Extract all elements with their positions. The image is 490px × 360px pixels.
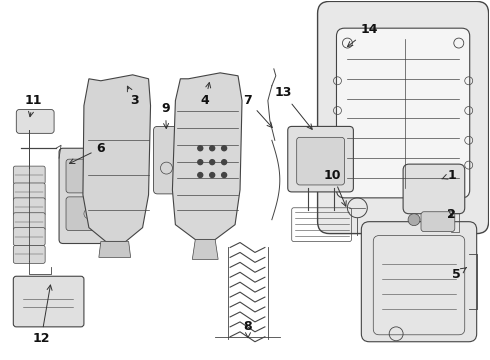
Polygon shape: [99, 242, 131, 257]
FancyBboxPatch shape: [66, 159, 112, 193]
Circle shape: [210, 159, 215, 165]
FancyBboxPatch shape: [337, 28, 470, 198]
FancyBboxPatch shape: [13, 228, 45, 246]
Circle shape: [198, 172, 203, 177]
FancyBboxPatch shape: [403, 164, 465, 214]
Text: 10: 10: [324, 168, 346, 206]
Text: 6: 6: [70, 142, 105, 163]
Text: 4: 4: [201, 82, 211, 107]
Text: 2: 2: [447, 208, 456, 221]
Polygon shape: [83, 75, 150, 242]
FancyBboxPatch shape: [13, 213, 45, 231]
Text: 9: 9: [161, 102, 170, 129]
FancyBboxPatch shape: [297, 137, 344, 185]
Polygon shape: [172, 73, 242, 239]
FancyBboxPatch shape: [16, 109, 54, 133]
Polygon shape: [192, 239, 218, 260]
FancyBboxPatch shape: [318, 1, 489, 234]
FancyBboxPatch shape: [153, 126, 179, 194]
FancyBboxPatch shape: [13, 198, 45, 216]
FancyBboxPatch shape: [13, 183, 45, 201]
Text: 12: 12: [32, 285, 52, 345]
Text: 11: 11: [24, 94, 42, 117]
FancyBboxPatch shape: [361, 222, 477, 342]
Text: 3: 3: [127, 86, 139, 107]
Text: 1: 1: [442, 168, 456, 181]
Circle shape: [210, 172, 215, 177]
Circle shape: [198, 159, 203, 165]
FancyBboxPatch shape: [59, 148, 119, 243]
FancyBboxPatch shape: [13, 276, 84, 327]
Circle shape: [221, 146, 226, 151]
Text: 8: 8: [244, 320, 252, 338]
Circle shape: [210, 146, 215, 151]
Text: 13: 13: [274, 86, 312, 129]
Text: 5: 5: [452, 267, 466, 281]
FancyBboxPatch shape: [421, 212, 455, 231]
Circle shape: [221, 159, 226, 165]
Circle shape: [221, 172, 226, 177]
Circle shape: [408, 214, 420, 226]
Circle shape: [198, 146, 203, 151]
Text: 14: 14: [347, 23, 378, 46]
FancyBboxPatch shape: [13, 246, 45, 264]
FancyBboxPatch shape: [66, 197, 112, 231]
Text: 7: 7: [244, 94, 272, 127]
FancyBboxPatch shape: [13, 166, 45, 184]
FancyBboxPatch shape: [288, 126, 353, 192]
